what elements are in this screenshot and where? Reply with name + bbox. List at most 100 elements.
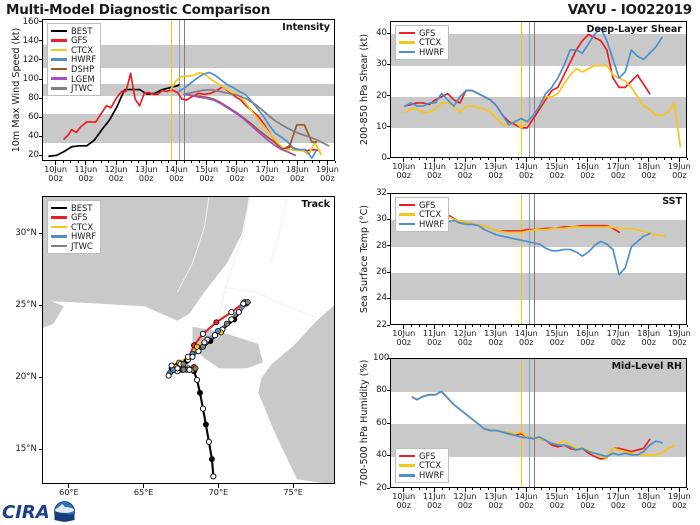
- x-minor-tick: [541, 158, 542, 160]
- legend-label: GFS: [71, 35, 88, 46]
- x-minor-tick: [594, 158, 596, 160]
- plot-area-shear: Deep-Layer Shear GFS CTCX HWRF: [390, 21, 687, 158]
- x-tick-label: 11Jun 00z: [74, 164, 98, 183]
- x-minor-tick: [418, 488, 420, 490]
- x-tick-label: 14Jun 00z: [514, 491, 538, 510]
- legend-label: CTCX: [71, 221, 94, 232]
- x-minor-tick: [625, 325, 627, 327]
- shaded-band: [43, 114, 334, 143]
- map-border: [269, 197, 288, 264]
- x-tick-mark: [326, 161, 328, 165]
- x-tick-mark: [556, 488, 558, 492]
- legend-entry: HWRF: [51, 55, 96, 65]
- lon-tick-label: 75°E: [283, 487, 303, 497]
- x-minor-tick: [191, 161, 192, 163]
- x-minor-tick: [334, 161, 336, 163]
- legend-entry: BEST: [51, 26, 96, 36]
- x-minor-tick: [640, 488, 642, 490]
- y-tick-mark: [39, 97, 42, 99]
- legend-label: DSHP: [71, 63, 95, 74]
- legend-entry: GFS: [399, 28, 444, 38]
- x-minor-tick: [640, 158, 642, 160]
- track-marker: [208, 456, 215, 463]
- x-tick-label: 16Jun 00z: [225, 164, 249, 183]
- x-tick-label: 19Jun 00z: [315, 164, 339, 183]
- x-tick-mark: [115, 161, 117, 165]
- x-minor-tick: [602, 488, 604, 490]
- x-minor-tick: [625, 488, 627, 490]
- hwrf-init-line: [528, 359, 531, 487]
- x-tick-label: 13Jun 00z: [484, 161, 508, 180]
- x-minor-tick: [548, 158, 550, 160]
- x-minor-tick: [130, 161, 132, 163]
- x-minor-tick: [633, 488, 634, 490]
- x-tick-mark: [55, 161, 57, 165]
- x-minor-tick: [579, 488, 581, 490]
- x-tick-label: 12Jun 00z: [104, 164, 128, 183]
- lat-tick-mark: [38, 232, 42, 234]
- x-minor-tick: [449, 158, 451, 160]
- y-tick-label: 160: [22, 16, 39, 27]
- legend-label: CTCX: [419, 37, 442, 48]
- x-minor-tick: [594, 325, 596, 327]
- y-tick-label: 28: [376, 240, 387, 251]
- legend-sst: GFS CTCX HWRF: [395, 197, 450, 232]
- x-minor-tick: [633, 158, 634, 160]
- cira-logo: CIRA: [2, 501, 75, 523]
- x-tick-mark: [175, 161, 177, 165]
- y-tick-label: 120: [22, 54, 39, 65]
- x-tick-label: 19Jun 00z: [667, 491, 691, 510]
- legend-swatch-hwrf: [51, 235, 67, 238]
- lat-tick-mark: [38, 376, 42, 378]
- lat-tick-mark: [38, 304, 42, 306]
- x-tick-label: 16Jun 00z: [576, 328, 599, 347]
- track-marker: [189, 353, 196, 360]
- x-minor-tick: [213, 161, 215, 163]
- x-minor-tick: [70, 161, 72, 163]
- x-minor-tick: [502, 325, 504, 327]
- legend-swatch-gfs: [399, 203, 415, 207]
- legend-entry: CTCX: [399, 210, 444, 220]
- panel-title-sst: SST: [662, 196, 682, 207]
- x-minor-tick: [311, 161, 313, 163]
- track-marker: [214, 327, 221, 334]
- x-tick-label: 19Jun 00z: [667, 328, 691, 347]
- x-minor-tick: [456, 488, 458, 490]
- x-minor-tick: [663, 325, 665, 327]
- shaded-band: [391, 359, 686, 392]
- y-tick-label: 22: [376, 319, 387, 330]
- legend-swatch-ctcx: [399, 41, 415, 44]
- legend-swatch-hwrf: [51, 58, 67, 61]
- x-tick-label: 17Jun 00z: [606, 161, 630, 180]
- x-minor-tick: [571, 158, 573, 160]
- ctcx-init-line: [520, 22, 522, 157]
- landmass-oman: [43, 297, 64, 328]
- track-marker: [213, 319, 220, 326]
- x-minor-tick: [663, 488, 665, 490]
- x-minor-tick: [686, 325, 688, 327]
- x-minor-tick: [487, 158, 489, 160]
- x-tick-mark: [678, 158, 680, 162]
- x-minor-tick: [533, 325, 535, 327]
- x-tick-mark: [433, 488, 435, 492]
- y-tick-mark: [387, 157, 390, 159]
- y-tick-mark: [387, 324, 390, 326]
- legend-entry: GFS: [399, 200, 444, 210]
- x-tick-mark: [266, 161, 268, 165]
- x-minor-tick: [686, 158, 688, 160]
- shaded-band: [391, 273, 686, 300]
- y-tick-mark: [387, 455, 390, 456]
- x-minor-tick: [579, 158, 581, 160]
- legend-swatch-ctcx: [51, 225, 67, 229]
- x-tick-mark: [586, 488, 588, 492]
- x-tick-mark: [617, 158, 619, 162]
- track-marker: [211, 332, 218, 339]
- y-tick-mark: [39, 40, 42, 42]
- x-minor-tick: [633, 325, 634, 327]
- series-layer: [403, 27, 682, 148]
- x-tick-label: 14Jun 00z: [514, 328, 538, 347]
- track-marker: [210, 473, 217, 480]
- y-tick-mark: [387, 32, 390, 34]
- panel-title-track: Track: [301, 199, 330, 210]
- x-minor-tick: [426, 325, 428, 327]
